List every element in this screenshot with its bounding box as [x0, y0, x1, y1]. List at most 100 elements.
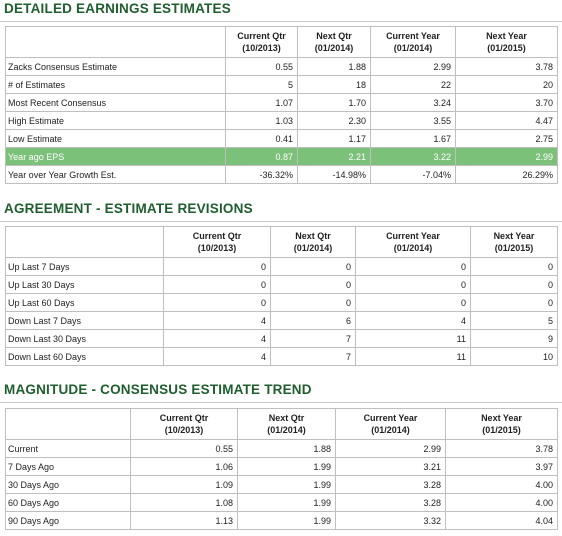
column-period: (10/2013): [197, 243, 237, 253]
table-row: 60 Days Ago 1.08 1.99 3.28 4.00: [5, 493, 558, 512]
cell: 0: [163, 293, 271, 312]
column-header: Next Qtr (01/2014): [270, 226, 356, 258]
cell: 1.08: [130, 493, 238, 512]
section-title: AGREEMENT - ESTIMATE REVISIONS: [4, 201, 253, 216]
column-label: Current Qtr: [159, 413, 209, 423]
divider: [0, 21, 562, 22]
cell: 0: [270, 257, 356, 276]
cell: 0: [470, 257, 558, 276]
cell: 4: [163, 347, 271, 366]
cell: 4.47: [455, 111, 558, 130]
cell: 4: [163, 311, 271, 330]
cell: 4.04: [445, 511, 558, 530]
row-label: 90 Days Ago: [5, 511, 131, 530]
divider: [0, 402, 562, 403]
cell: 1.99: [237, 475, 336, 494]
table-row: Most Recent Consensus 1.07 1.70 3.24 3.70: [5, 93, 558, 112]
row-label: 30 Days Ago: [5, 475, 131, 494]
column-label: Next Qtr: [316, 31, 352, 41]
table-row: Year over Year Growth Est. -36.32% -14.98%…: [5, 165, 558, 184]
column-period: (01/2014): [267, 425, 306, 435]
column-header: Current Year (01/2014): [335, 408, 446, 440]
row-label: 60 Days Ago: [5, 493, 131, 512]
cell: 1.03: [225, 111, 298, 130]
row-label: Most Recent Consensus: [5, 93, 226, 112]
row-label: Year over Year Growth Est.: [5, 165, 226, 184]
row-label: High Estimate: [5, 111, 226, 130]
column-header: Next Qtr (01/2014): [237, 408, 336, 440]
cell: 2.75: [455, 129, 558, 148]
header-cell: [5, 226, 164, 258]
cell: 3.24: [370, 93, 456, 112]
divider: [0, 221, 562, 222]
cell: 18: [297, 75, 371, 94]
row-label: Down Last 30 Days: [5, 329, 164, 348]
cell: 3.78: [455, 57, 558, 76]
cell: 3.22: [370, 147, 456, 166]
cell: 3.21: [335, 457, 446, 476]
table-row: High Estimate 1.03 2.30 3.55 4.47: [5, 111, 558, 130]
row-label: Down Last 60 Days: [5, 347, 164, 366]
column-label: Current Qtr: [237, 31, 286, 41]
cell: 1.09: [130, 475, 238, 494]
column-period: (01/2015): [487, 43, 526, 53]
cell: 0: [163, 275, 271, 294]
cell: 1.99: [237, 457, 336, 476]
cell: 1.88: [297, 57, 371, 76]
column-period: (10/2013): [164, 425, 204, 435]
table-row: Up Last 60 Days 0 0 0 0: [5, 293, 558, 312]
table-row: Down Last 30 Days 4 7 11 9: [5, 329, 558, 348]
cell: 4: [355, 311, 471, 330]
section-title: MAGNITUDE - CONSENSUS ESTIMATE TREND: [4, 382, 312, 397]
cell: 5: [225, 75, 298, 94]
cell: 0: [470, 293, 558, 312]
column-period: (10/2013): [242, 43, 281, 53]
column-period: (01/2014): [314, 43, 354, 53]
cell: -14.98%: [297, 165, 371, 184]
column-header: Current Qtr (10/2013): [130, 408, 238, 440]
data-table: Current Qtr (10/2013) Next Qtr (01/2014) Cur…: [5, 408, 558, 530]
cell: 10: [470, 347, 558, 366]
table-row: Current 0.55 1.88 2.99 3.78: [5, 439, 558, 458]
cell: 3.32: [335, 511, 446, 530]
cell: 6: [270, 311, 356, 330]
column-label: Next Year: [481, 413, 522, 423]
cell: 1.13: [130, 511, 238, 530]
table-row: Up Last 7 Days 0 0 0 0: [5, 257, 558, 276]
column-header: Current Year (01/2014): [370, 26, 456, 58]
table-row: 7 Days Ago 1.06 1.99 3.21 3.97: [5, 457, 558, 476]
table-row: 30 Days Ago 1.09 1.99 3.28 4.00: [5, 475, 558, 494]
cell: 9: [470, 329, 558, 348]
cell: 0: [270, 293, 356, 312]
table-row: Year ago EPS 0.87 2.21 3.22 2.99: [5, 147, 558, 166]
cell: 4.00: [445, 493, 558, 512]
cell: 22: [370, 75, 456, 94]
column-label: Current Year: [386, 31, 440, 41]
cell: 0: [355, 293, 471, 312]
cell: 11: [355, 329, 471, 348]
column-header: Next Year (01/2015): [455, 26, 558, 58]
table-row: Up Last 30 Days 0 0 0 0: [5, 275, 558, 294]
section-title: DETAILED EARNINGS ESTIMATES: [4, 1, 231, 16]
table-row: # of Estimates 5 18 22 20: [5, 75, 558, 94]
cell: 3.70: [455, 93, 558, 112]
column-period: (01/2015): [494, 243, 534, 253]
table-row: Zacks Consensus Estimate 0.55 1.88 2.99 3.78: [5, 57, 558, 76]
cell: 2.30: [297, 111, 371, 130]
cell: 5: [470, 311, 558, 330]
column-period: (01/2014): [393, 243, 433, 253]
cell: 3.28: [335, 475, 446, 494]
cell: 2.21: [297, 147, 371, 166]
column-header: Current Qtr (10/2013): [163, 226, 271, 258]
cell: 1.07: [225, 93, 298, 112]
column-label: Current Qtr: [192, 231, 242, 241]
cell: 3.28: [335, 493, 446, 512]
cell: 3.78: [445, 439, 558, 458]
cell: 1.06: [130, 457, 238, 476]
column-label: Current Year: [363, 413, 418, 423]
row-label: Year ago EPS: [5, 147, 226, 166]
row-label: Down Last 7 Days: [5, 311, 164, 330]
header-cell: [5, 408, 131, 440]
cell: 0.55: [225, 57, 298, 76]
cell: -7.04%: [370, 165, 456, 184]
